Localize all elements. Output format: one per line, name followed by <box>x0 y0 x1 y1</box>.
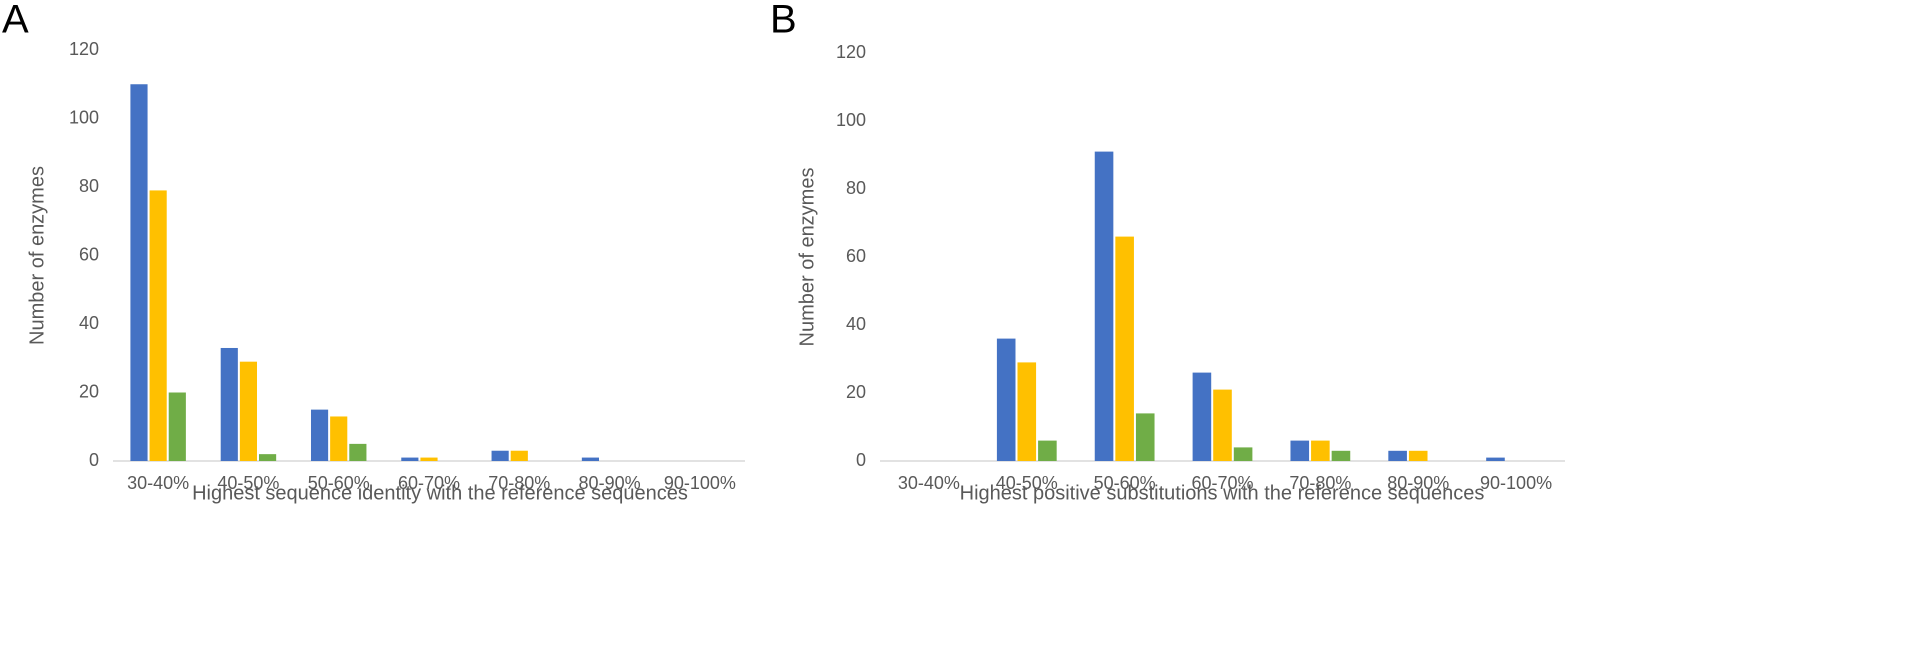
bar <box>130 84 148 461</box>
bar <box>491 450 509 461</box>
y-tick-label: 100 <box>69 107 99 127</box>
x-axis-title: Highest sequence identity with the refer… <box>192 482 688 504</box>
bar <box>1388 450 1407 461</box>
bar <box>996 338 1016 461</box>
bar <box>349 443 367 461</box>
bar <box>220 347 238 461</box>
bar <box>581 457 599 461</box>
y-tick-label: 80 <box>846 178 866 198</box>
y-tick-label: 120 <box>69 39 99 59</box>
bar <box>168 392 186 461</box>
bar <box>1311 440 1330 461</box>
y-tick-label: 0 <box>856 450 866 470</box>
y-tick-label: 120 <box>836 42 866 62</box>
bar <box>1486 457 1505 461</box>
bar <box>510 450 528 461</box>
y-tick-label: 20 <box>79 381 99 401</box>
x-tick-label: 40-50% <box>217 473 279 493</box>
x-tick-label: 30-40% <box>898 473 960 493</box>
x-tick-label: 50-60% <box>308 473 370 493</box>
bar <box>310 409 329 461</box>
bar <box>259 454 277 461</box>
y-axis-title: Number of enzymes <box>796 168 818 347</box>
x-tick-label: 80-90% <box>579 473 641 493</box>
bar <box>1115 236 1134 461</box>
y-tick-label: 40 <box>79 313 99 333</box>
bar <box>330 416 348 461</box>
x-tick-label: 90-100% <box>1480 473 1552 493</box>
bar <box>239 361 258 461</box>
x-tick-label: 50-60% <box>1094 473 1156 493</box>
x-tick-label: 60-70% <box>1191 473 1253 493</box>
bar <box>1038 440 1057 461</box>
bar <box>1331 450 1351 461</box>
bar <box>1135 413 1155 461</box>
panel-label: A <box>2 0 29 42</box>
y-axis-title: Number of enzymes <box>26 166 48 345</box>
x-tick-label: 30-40% <box>127 473 189 493</box>
panel-label: B <box>770 0 797 42</box>
bar <box>1017 362 1037 461</box>
bar <box>420 457 438 461</box>
y-tick-label: 100 <box>836 110 866 130</box>
x-tick-label: 60-70% <box>398 473 460 493</box>
bar <box>401 457 419 461</box>
x-axis-title: Highest positive substitutions with the … <box>960 482 1485 504</box>
x-tick-label: 70-80% <box>1289 473 1351 493</box>
bar <box>1233 447 1253 461</box>
x-tick-label: 90-100% <box>664 473 736 493</box>
y-tick-label: 40 <box>846 314 866 334</box>
bar <box>149 190 167 462</box>
x-tick-label: 80-90% <box>1387 473 1449 493</box>
y-tick-label: 80 <box>79 176 99 196</box>
bar <box>1213 389 1232 461</box>
y-tick-label: 60 <box>846 246 866 266</box>
bar <box>1408 450 1428 461</box>
bar <box>1290 440 1310 461</box>
x-tick-label: 40-50% <box>996 473 1058 493</box>
y-tick-label: 60 <box>79 244 99 264</box>
y-tick-label: 20 <box>846 382 866 402</box>
bar <box>1192 372 1212 461</box>
y-tick-label: 0 <box>89 450 99 470</box>
x-tick-label: 70-80% <box>488 473 550 493</box>
bar <box>1094 151 1114 461</box>
